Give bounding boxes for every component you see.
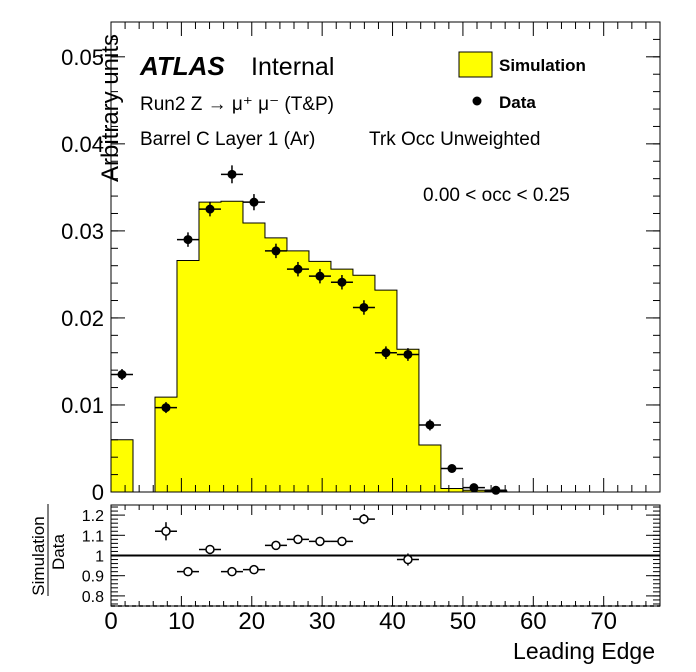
- ratio-points: [154, 514, 419, 577]
- data-points: [111, 165, 507, 495]
- data-point-0: [117, 370, 127, 379]
- data-point-12: [403, 349, 413, 359]
- atlas-status-label: Internal: [251, 53, 334, 81]
- ratio-xtick-label-6: 60: [520, 608, 547, 635]
- ratio-xtick-label-0: 0: [104, 608, 117, 635]
- data-point-15: [469, 483, 479, 493]
- ratio-x-axis-ticks: 0 10 20 30 40 50 60 70: [104, 505, 661, 635]
- data-point-2: [183, 235, 193, 245]
- occupancy-range-label: 0.00 < occ < 0.25: [423, 185, 570, 206]
- data-point-13: [425, 420, 435, 430]
- ratio-point-1: [183, 566, 193, 577]
- atlas-label: ATLAS: [139, 51, 225, 81]
- ratio-point-10: [403, 554, 413, 565]
- main-x-axis-ticks: [110, 22, 661, 492]
- ratio-y-axis-ticks: 0.8 0.9 1 1.1 1.2: [82, 506, 660, 606]
- legend-data-marker: [472, 96, 482, 106]
- ratio-y-label-denominator: Data: [49, 534, 68, 570]
- ratio-point-2: [205, 544, 215, 555]
- data-point-8: [315, 271, 325, 281]
- data-point-3: [205, 204, 215, 214]
- data-point-10: [359, 302, 369, 312]
- ratio-ytick-label-4: 1.2: [82, 508, 104, 525]
- weighting-label: Trk Occ Unweighted: [369, 129, 540, 150]
- ratio-point-5: [271, 540, 281, 551]
- data-point-16: [491, 485, 501, 495]
- main-ytick-label-3: 0.03: [61, 219, 104, 244]
- legend-data-label: Data: [499, 93, 536, 112]
- ratio-point-3: [227, 566, 237, 577]
- legend-simulation-swatch: [458, 51, 493, 78]
- ratio-point-4: [249, 564, 259, 575]
- data-point-1: [161, 403, 171, 413]
- main-y-axis-ticks: 0 0.01 0.02 0.03 0.04 0.05: [61, 21, 660, 505]
- ratio-xtick-label-5: 50: [450, 608, 477, 635]
- data-point-14: [447, 464, 457, 473]
- legend-simulation-label: Simulation: [499, 56, 586, 75]
- ratio-ytick-label-2: 1: [95, 549, 104, 566]
- data-point-7: [293, 264, 303, 274]
- ratio-xtick-label-1: 10: [168, 608, 195, 635]
- ratio-point-9: [359, 514, 369, 524]
- simulation-histogram: [110, 200, 508, 493]
- ratio-ytick-label-3: 1.1: [82, 528, 104, 545]
- ratio-xtick-label-3: 30: [309, 608, 336, 635]
- selection-label: Run2 Z → μ⁺ μ⁻ (T&P): [140, 94, 334, 115]
- ratio-xtick-label-4: 40: [379, 608, 406, 635]
- data-point-5: [249, 197, 259, 207]
- main-ytick-label-5: 0.05: [61, 45, 104, 70]
- ratio-point-7: [315, 536, 325, 547]
- main-ytick-label-4: 0.04: [61, 132, 104, 157]
- data-point-9: [337, 277, 347, 287]
- simulation-histogram-area: [110, 200, 508, 493]
- ratio-point-8: [337, 536, 347, 547]
- region-label: Barrel C Layer 1 (Ar): [140, 129, 315, 150]
- ratio-ytick-label-0: 0.8: [82, 589, 104, 606]
- main-ytick-label-1: 0.01: [61, 393, 104, 418]
- x-axis-label: Leading Edge: [513, 638, 655, 664]
- ratio-ytick-label-1: 0.9: [82, 569, 104, 586]
- ratio-xtick-label-7: 70: [590, 608, 617, 635]
- ratio-point-6: [293, 534, 303, 545]
- main-ytick-label-0: 0: [92, 480, 104, 505]
- ratio-xtick-label-2: 20: [238, 608, 265, 635]
- data-point-11: [381, 348, 391, 358]
- ratio-point-0: [161, 526, 171, 537]
- main-ytick-label-2: 0.02: [61, 306, 104, 331]
- data-point-6: [271, 246, 281, 256]
- main-y-axis-label: Arbitrary units: [97, 34, 124, 182]
- ratio-y-label-numerator: Simulation: [29, 516, 48, 595]
- data-point-4: [227, 169, 237, 179]
